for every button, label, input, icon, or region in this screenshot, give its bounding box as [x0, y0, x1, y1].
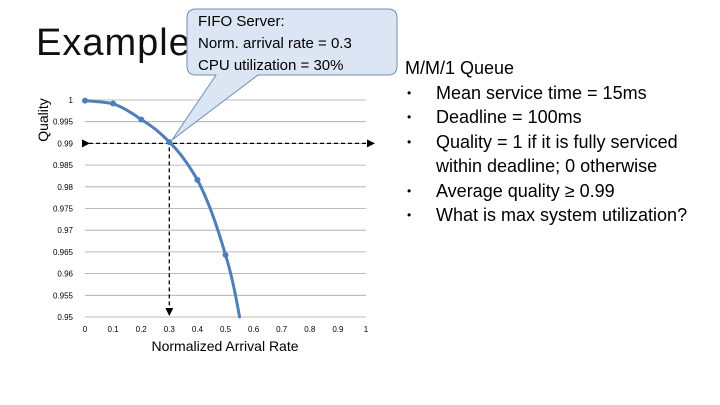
bullet-item: • Quality = 1 if it is fully serviced with… — [407, 131, 678, 177]
bullet-text: Mean service time = 15ms — [436, 82, 647, 103]
bullet-text: Quality = 1 if it is fully serviced — [436, 131, 678, 152]
y-tick-label: 0.95 — [57, 313, 73, 322]
quality-data-point — [138, 116, 145, 123]
x-tick-label: 0.4 — [192, 325, 204, 334]
quality-data-point — [110, 100, 117, 107]
callout-line-2: Norm. arrival rate = 0.3 — [198, 35, 352, 52]
x-tick-label: 0.5 — [220, 325, 232, 334]
x-axis-label: Normalized Arrival Rate — [151, 338, 298, 354]
x-tick-label: 0.2 — [136, 325, 148, 334]
x-tick-label: 0.8 — [304, 325, 316, 334]
bullet-text: Deadline = 100ms — [436, 107, 582, 127]
y-tick-label: 0.99 — [57, 139, 73, 148]
bullet-text: Average quality ≥ 0.99 — [436, 180, 615, 201]
x-tick-label: 0.6 — [248, 325, 260, 334]
y-tick-label: 1 — [69, 96, 74, 105]
bullet-panel: M/M/1 Queue • Mean service time = 15ms • D… — [403, 56, 713, 228]
quality-data-point — [82, 97, 88, 104]
y-tick-label: 0.955 — [53, 291, 74, 300]
x-tick-label: 0.1 — [108, 325, 120, 334]
queue-title: M/M/1 Queue — [405, 58, 515, 78]
bullet-item: • What is max system utilization? — [407, 205, 688, 225]
callout-line-1: FIFO Server: — [198, 13, 285, 30]
slide-title: Example — [36, 22, 191, 64]
y-tick-label: 0.975 — [53, 205, 74, 214]
y-tick-label: 0.995 — [53, 118, 74, 127]
y-tick-label: 0.96 — [57, 270, 73, 279]
quality-data-point — [222, 251, 229, 258]
y-tick-label: 0.965 — [53, 248, 74, 257]
bullet-item: • Deadline = 100ms — [407, 107, 582, 127]
x-tick-label: 1 — [364, 325, 369, 334]
y-tick-label: 0.985 — [53, 161, 74, 170]
y-tick-label: 0.97 — [57, 226, 73, 235]
y-tick-label: 0.98 — [57, 183, 73, 192]
bullet-list: • Mean service time = 15ms • Deadline = 10… — [403, 81, 713, 228]
x-tick-label: 0 — [83, 325, 88, 334]
callout-line-3: CPU utilization = 30% — [198, 57, 344, 74]
bullet-item: • Mean service time = 15ms — [407, 82, 647, 103]
bullet-text: What is max system utilization? — [436, 205, 688, 225]
x-tick-label: 0.7 — [276, 325, 288, 334]
callout-bubble — [171, 8, 398, 141]
bullet-text-continued: within deadline; 0 otherwise — [436, 156, 658, 176]
callout: FIFO Server: Norm. arrival rate = 0.3 CP… — [171, 8, 398, 141]
quality-data-point — [194, 176, 201, 183]
x-tick-label: 0.3 — [164, 325, 176, 334]
bullet-item: • Average quality ≥ 0.99 — [407, 180, 615, 201]
y-axis-label: Quality — [35, 98, 51, 142]
quality-data-point — [166, 139, 173, 146]
x-tick-label: 0.9 — [332, 325, 344, 334]
